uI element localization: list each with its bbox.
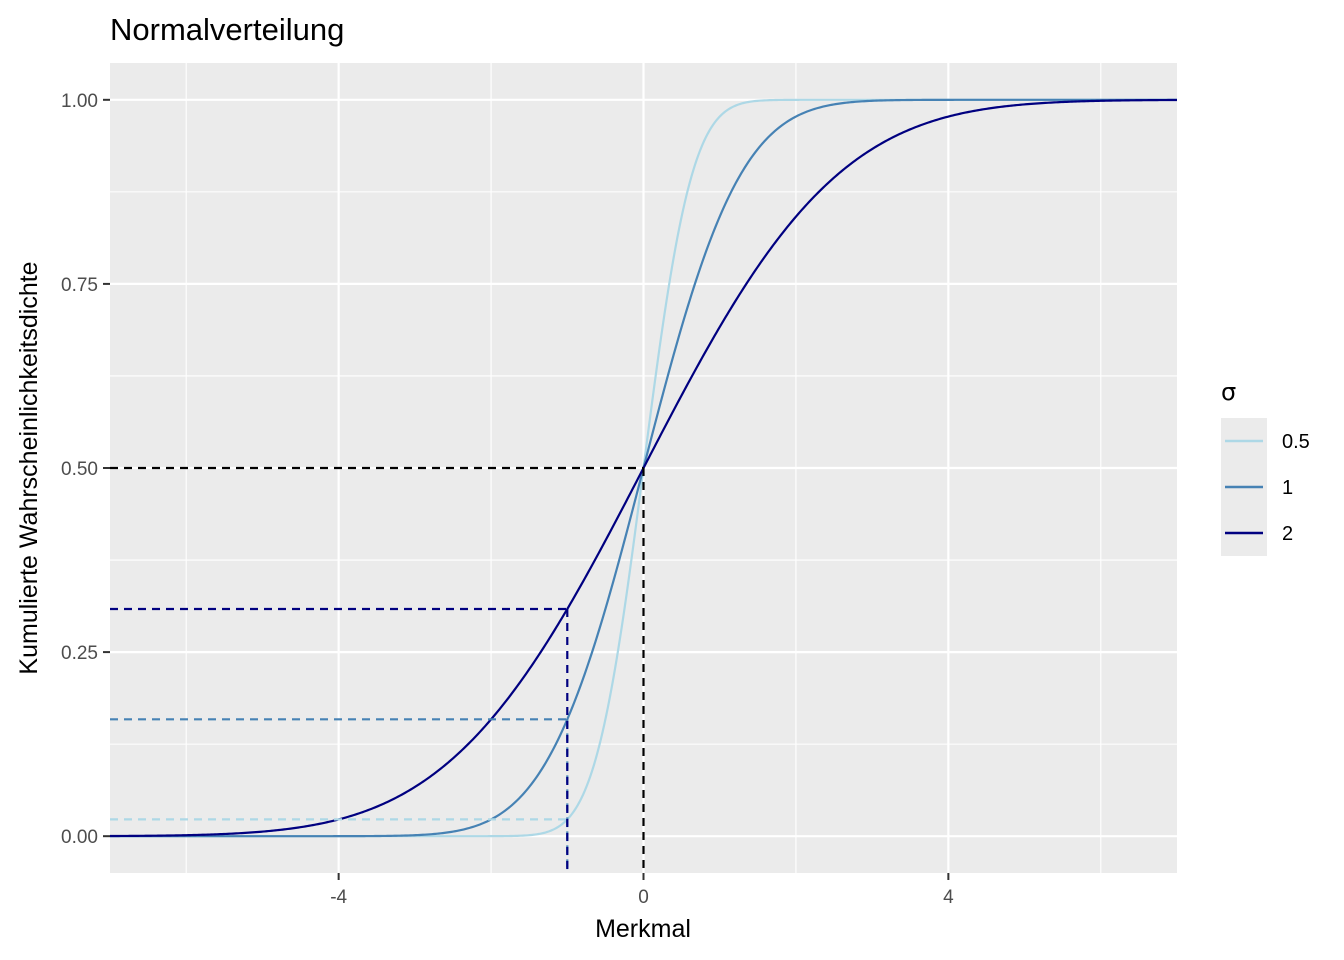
x-tick-label: 0 — [638, 887, 649, 908]
y-axis-title: Kumulierte Wahrscheinlichkeitsdichte — [15, 261, 43, 674]
legend-label: 2 — [1282, 523, 1293, 545]
y-tick-label: 0.00 — [61, 827, 98, 848]
x-axis-title: Merkmal — [595, 915, 691, 943]
y-tick-label: 1.00 — [61, 91, 98, 112]
x-tick-label: 4 — [943, 887, 954, 908]
x-axis: -4 0 4 — [330, 873, 954, 908]
chart-title: Normalverteilung — [110, 12, 344, 47]
y-tick-label: 0.50 — [61, 459, 98, 480]
legend-title: σ — [1221, 378, 1236, 406]
reference-lines — [110, 466, 645, 873]
legend-label: 0.5 — [1282, 431, 1310, 453]
y-axis: 0.00 0.25 0.50 0.75 1.00 — [61, 91, 110, 848]
y-tick-label: 0.25 — [61, 643, 98, 664]
legend: σ 0.5 1 2 — [1221, 378, 1310, 556]
legend-label: 1 — [1282, 477, 1293, 499]
y-tick-label: 0.75 — [61, 275, 98, 296]
x-tick-label: -4 — [330, 887, 347, 908]
